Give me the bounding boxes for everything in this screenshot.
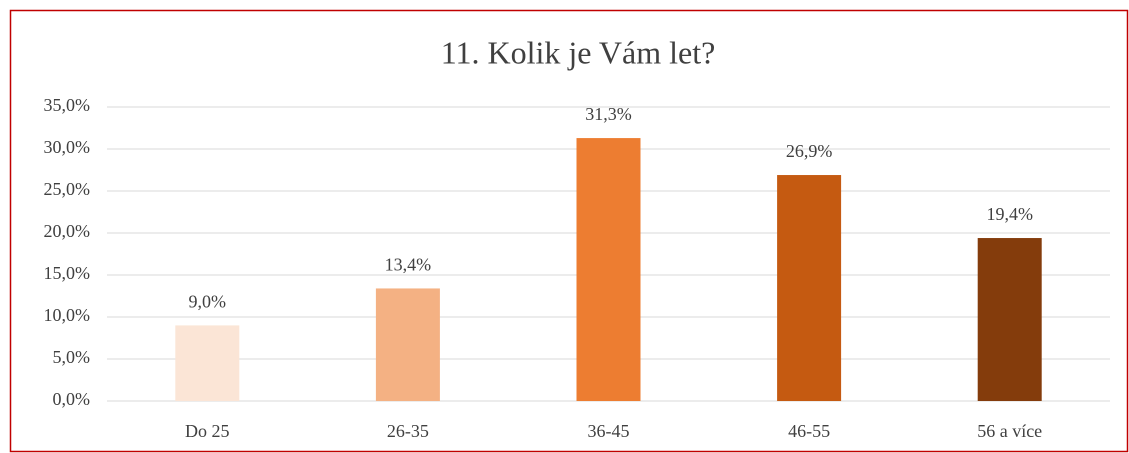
y-tick-label: 35,0% [44,95,91,115]
bar [576,138,641,401]
y-tick-label: 0,0% [53,389,91,409]
data-label: 9,0% [189,292,227,312]
bar [977,238,1042,401]
x-tick-label: 36-45 [588,421,630,441]
data-label: 31,3% [585,104,632,124]
y-tick-label: 10,0% [44,305,91,325]
data-label: 13,4% [385,255,432,275]
chart-title: 11. Kolik je Vám let? [441,34,716,70]
bar [375,288,440,401]
bar [175,325,240,401]
y-tick-label: 25,0% [44,179,91,199]
x-tick-label: Do 25 [185,421,230,441]
bar [777,175,842,401]
x-tick-label: 56 a více [977,421,1042,441]
y-tick-label: 15,0% [44,263,91,283]
data-label: 19,4% [986,204,1033,224]
y-tick-label: 30,0% [44,137,91,157]
x-tick-label: 46-55 [788,421,830,441]
y-tick-label: 5,0% [53,347,91,367]
x-tick-label: 26-35 [387,421,429,441]
data-label: 26,9% [786,141,833,161]
y-tick-label: 20,0% [44,221,91,241]
